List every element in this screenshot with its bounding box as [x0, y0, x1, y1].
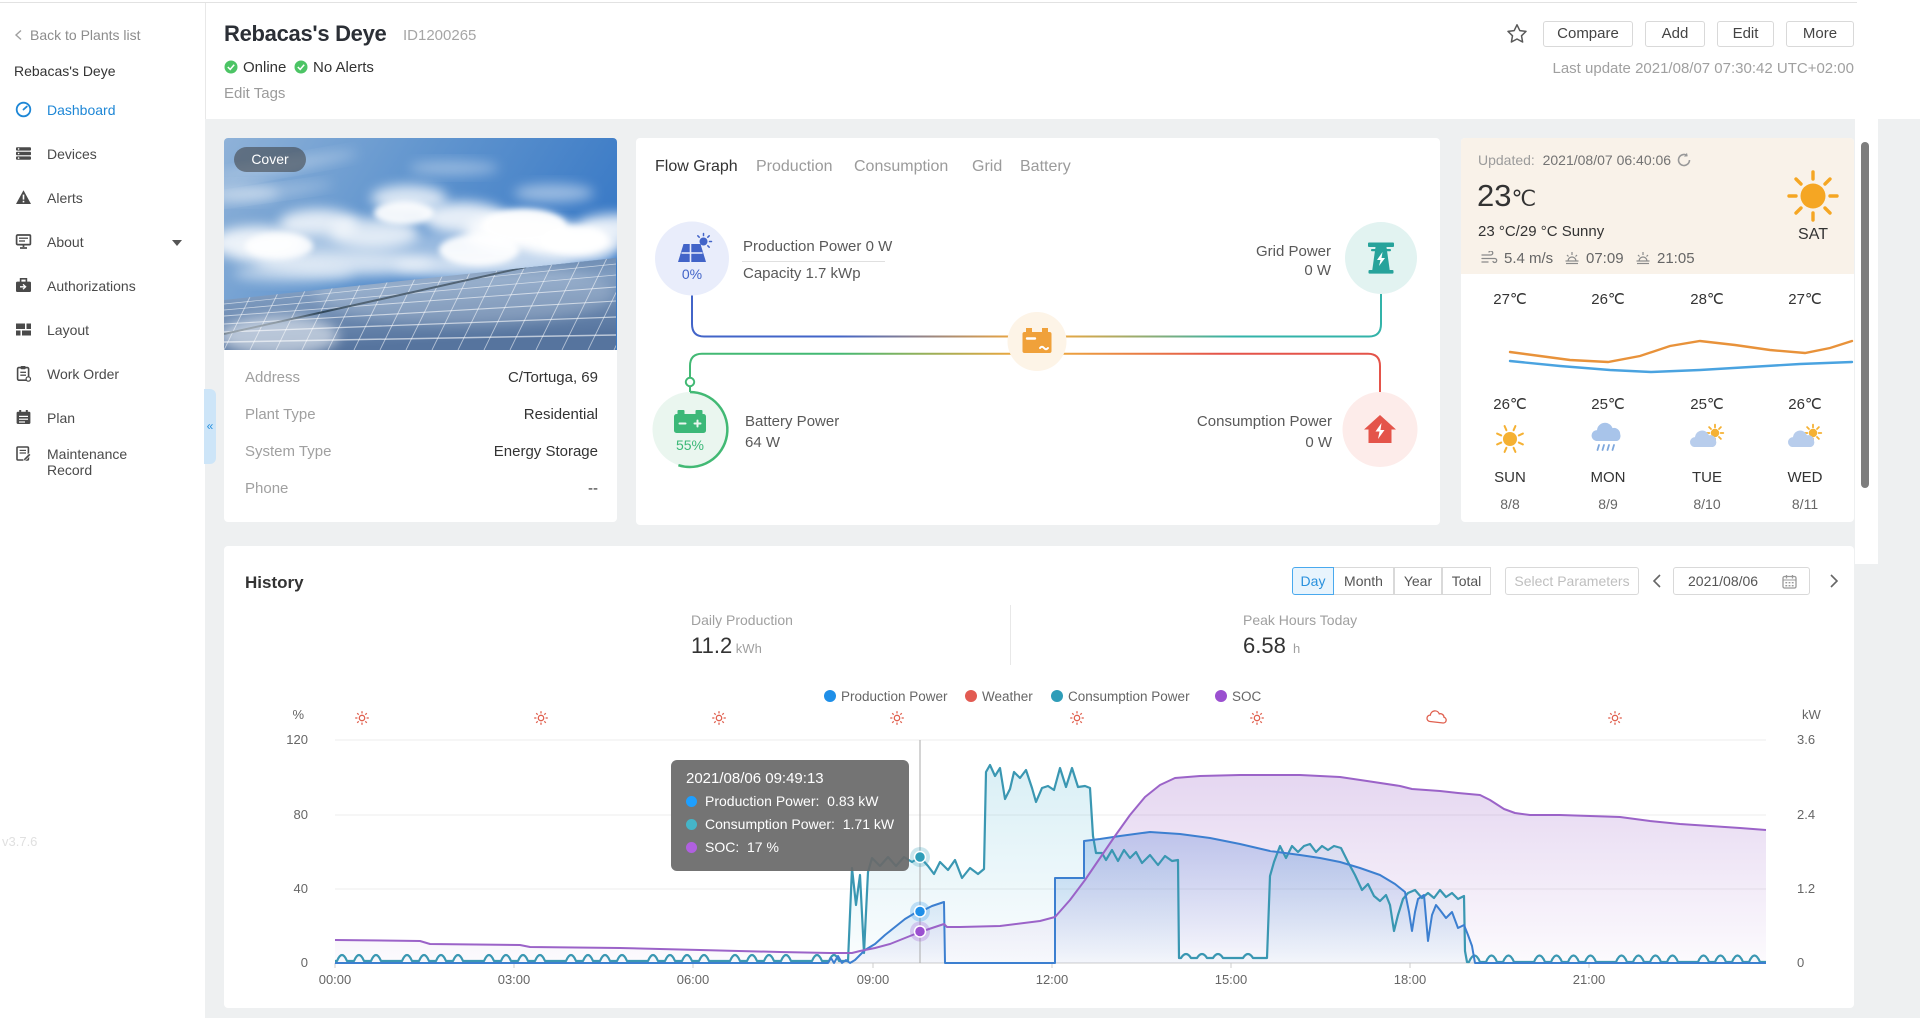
- svg-text:1.2: 1.2: [1797, 881, 1815, 896]
- svg-text:Consumption Power: Consumption Power: [1068, 689, 1190, 704]
- svg-text:2.4: 2.4: [1797, 807, 1815, 822]
- svg-text:03:00: 03:00: [498, 972, 531, 987]
- svg-text:12:00: 12:00: [1036, 972, 1069, 987]
- svg-text:0: 0: [1797, 955, 1804, 970]
- svg-text:SOC: SOC: [1232, 689, 1262, 704]
- svg-text:0%: 0%: [682, 266, 702, 282]
- svg-text:00:00: 00:00: [319, 972, 352, 987]
- svg-text:18:00: 18:00: [1394, 972, 1427, 987]
- svg-text:55%: 55%: [676, 437, 704, 453]
- svg-text:kW: kW: [1802, 707, 1822, 722]
- svg-text:Production Power: Production Power: [841, 689, 948, 704]
- svg-text:40: 40: [294, 881, 308, 896]
- svg-text:%: %: [292, 707, 304, 722]
- svg-text:21:00: 21:00: [1573, 972, 1606, 987]
- svg-text:06:00: 06:00: [677, 972, 710, 987]
- svg-text:Weather: Weather: [982, 689, 1033, 704]
- svg-text:09:00: 09:00: [857, 972, 890, 987]
- svg-text:3.6: 3.6: [1797, 732, 1815, 747]
- svg-text:80: 80: [294, 807, 308, 822]
- svg-text:120: 120: [286, 732, 308, 747]
- svg-text:0: 0: [301, 955, 308, 970]
- svg-text:15:00: 15:00: [1215, 972, 1248, 987]
